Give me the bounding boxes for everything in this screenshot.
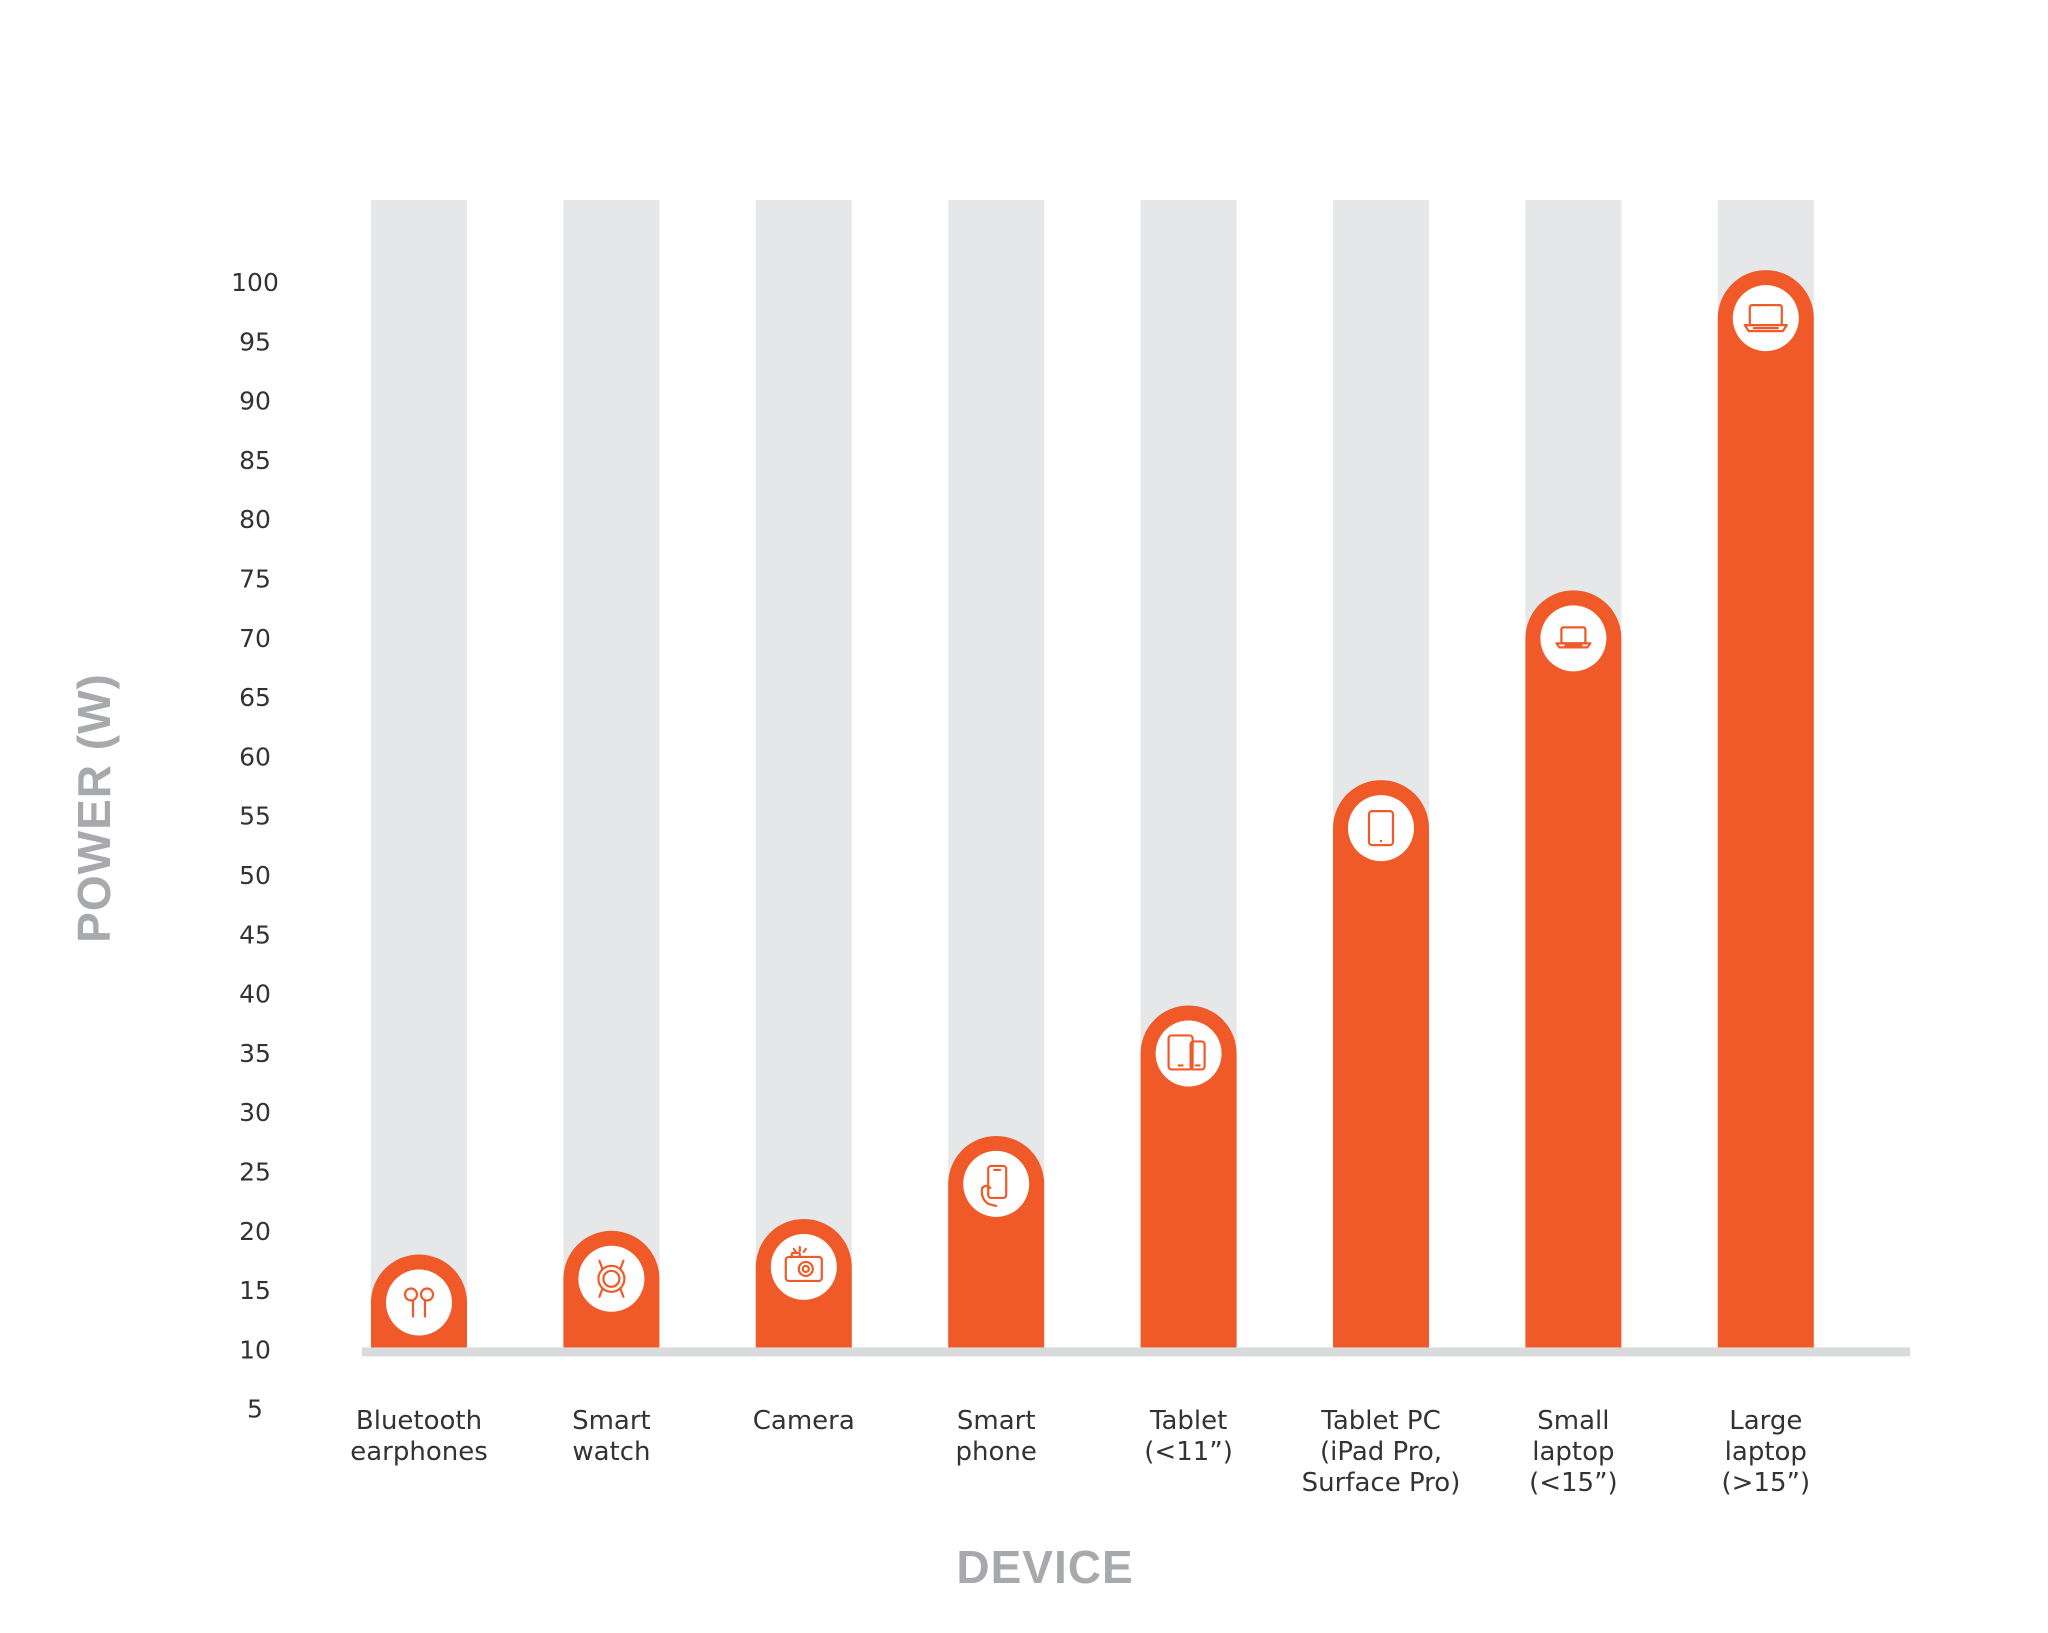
- y-tick-label: 30: [239, 1098, 271, 1127]
- bar-5: [1140, 1005, 1237, 1350]
- y-tick-label: 75: [239, 565, 271, 594]
- x-axis-title: DEVICE: [956, 1541, 1133, 1593]
- category-label: Tablet PC (iPad Pro, Surface Pro): [1302, 1406, 1461, 1498]
- x-axis-baseline: [362, 1347, 1910, 1357]
- y-tick-label: 80: [239, 505, 271, 534]
- y-tick-label: 20: [239, 1217, 271, 1246]
- tablets-icon: [1155, 1020, 1222, 1087]
- bar-8: [1717, 270, 1814, 1350]
- y-tick-label: 70: [239, 624, 271, 653]
- y-tick-label: 50: [239, 861, 271, 890]
- smartphone-icon: [963, 1150, 1030, 1217]
- bar-track: [755, 200, 852, 1350]
- tablet-pc-icon: [1348, 795, 1414, 862]
- bars: [371, 270, 1814, 1350]
- camera-icon: [770, 1233, 837, 1300]
- y-tick-label: 65: [239, 683, 271, 712]
- y-tick-label: 5: [247, 1395, 263, 1424]
- earbuds-icon: [386, 1269, 452, 1336]
- category-label: Smart phone: [956, 1406, 1037, 1467]
- y-axis-title: POWER (W): [68, 673, 120, 943]
- y-tick-label: 60: [239, 742, 271, 771]
- y-tick-label: 45: [239, 920, 271, 949]
- small-laptop-icon: [1540, 605, 1607, 672]
- bar-track: [371, 200, 467, 1350]
- bar-track: [563, 200, 660, 1350]
- y-tick-label: 40: [239, 980, 271, 1009]
- category-label: Bluetooth earphones: [350, 1406, 488, 1467]
- category-label: Small laptop (<15”): [1529, 1406, 1618, 1498]
- x-axis-category-labels: Bluetooth earphones Smart watch Camera Smart p…: [350, 1406, 1810, 1498]
- smartwatch-icon: [578, 1245, 645, 1312]
- y-tick-label: 10: [239, 1335, 271, 1364]
- y-tick-label: 35: [239, 1039, 271, 1068]
- y-tick-label: 95: [239, 327, 271, 356]
- bar-6: [1333, 780, 1429, 1350]
- y-tick-label: 25: [239, 1158, 271, 1187]
- category-label: Camera: [753, 1406, 855, 1436]
- large-laptop-icon: [1732, 285, 1799, 352]
- bar-7: [1525, 590, 1622, 1350]
- category-label: Large laptop (>15”): [1721, 1406, 1810, 1498]
- y-axis-ticks: 5 10 15 20 25 30 35 40 45 50 55 60 65 70 75 80 85 90 95 100: [231, 268, 279, 1424]
- category-label: Tablet (<11”): [1144, 1406, 1233, 1467]
- y-tick-label: 100: [231, 268, 279, 297]
- y-tick-label: 15: [239, 1276, 271, 1305]
- y-tick-label: 85: [239, 446, 271, 475]
- y-tick-label: 55: [239, 802, 271, 831]
- category-label: Smart watch: [572, 1406, 651, 1467]
- y-tick-label: 90: [239, 387, 271, 416]
